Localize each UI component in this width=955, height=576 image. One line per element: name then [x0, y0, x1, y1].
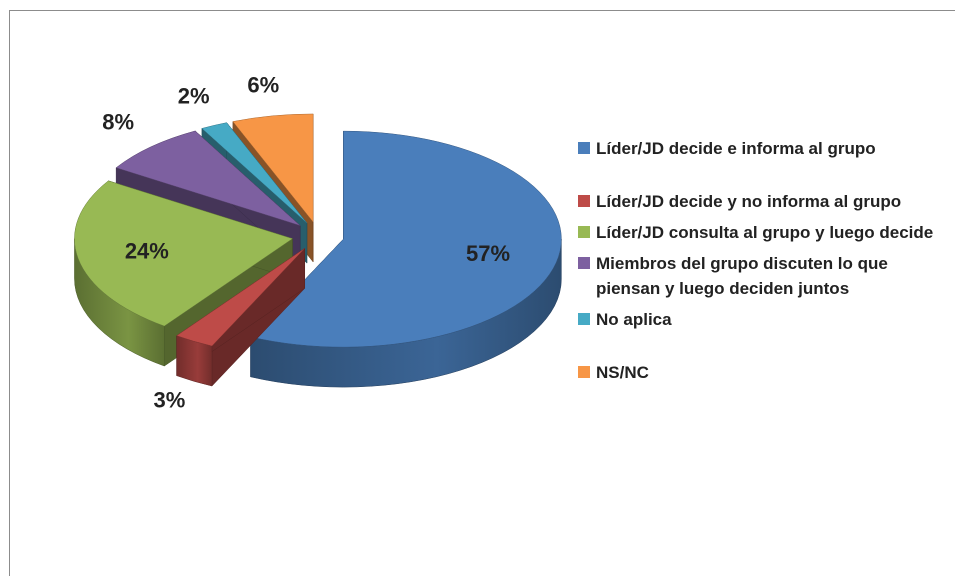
- data-label: 24%: [125, 238, 169, 263]
- legend-swatch: [578, 313, 590, 325]
- legend-swatch: [578, 257, 590, 269]
- data-label: 2%: [178, 84, 210, 109]
- slice-top: [201, 122, 308, 224]
- slice-top: [232, 113, 314, 223]
- legend-label: Líder/JD decide e informa al grupo: [596, 139, 876, 158]
- legend-item: Miembros del grupo discuten lo que piens…: [578, 251, 950, 301]
- slice-top: [74, 180, 294, 327]
- slice-top: [176, 248, 305, 347]
- legend-item: NS/NC: [578, 360, 950, 385]
- legend-swatch: [578, 195, 590, 207]
- legend-item: Líder/JD decide y no informa al grupo: [578, 189, 950, 214]
- legend-label: Líder/JD decide y no informa al grupo: [596, 192, 902, 211]
- legend-label: No aplica: [596, 310, 672, 329]
- legend-label: Miembros del grupo discuten lo que piens…: [596, 254, 888, 298]
- data-label: 8%: [102, 109, 134, 134]
- legend-label: Líder/JD consulta al grupo y luego decid…: [596, 223, 934, 242]
- data-label: 57%: [466, 241, 510, 266]
- legend-swatch: [578, 142, 590, 154]
- legend: Líder/JD decide e informa al grupo Líder/…: [578, 136, 950, 391]
- legend-item: No aplica: [578, 307, 950, 332]
- slice: [250, 130, 562, 388]
- data-label: 3%: [153, 388, 185, 413]
- legend-item: Líder/JD decide e informa al grupo: [578, 136, 950, 161]
- legend-item: Líder/JD consulta al grupo y luego decid…: [578, 220, 950, 245]
- legend-swatch: [578, 226, 590, 238]
- legend-label: NS/NC: [596, 363, 649, 382]
- slice-top: [115, 130, 301, 226]
- legend-swatch: [578, 366, 590, 378]
- chart-border: [9, 10, 955, 576]
- slice-top: [250, 130, 562, 348]
- data-label: 6%: [247, 72, 279, 97]
- slice: [176, 247, 306, 387]
